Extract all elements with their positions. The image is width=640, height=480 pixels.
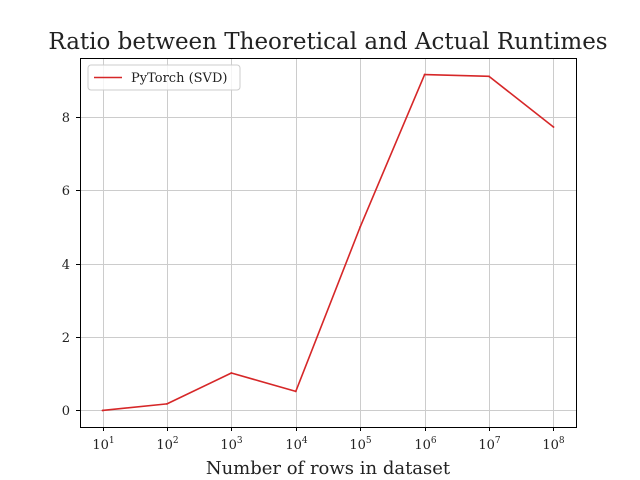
- data-point: [488, 75, 490, 78]
- x-tick-label: 101: [92, 436, 114, 453]
- x-axis-label: Number of rows in dataset: [206, 458, 451, 479]
- series-line-segment: [488, 75, 555, 128]
- data-point: [552, 126, 555, 128]
- legend: PyTorch (SVD): [87, 64, 241, 91]
- data-point: [359, 225, 362, 228]
- data-point: [294, 390, 297, 393]
- x-tick-label: 105: [349, 436, 372, 453]
- tick-layer: 101 102 103 104 105 106 107 108 0 2 4 6 8: [62, 111, 565, 453]
- series-line-segment: [294, 226, 362, 393]
- x-tick-label: 103: [220, 436, 243, 453]
- y-tick-label: 0: [62, 404, 70, 419]
- x-tick-label: 106: [414, 436, 437, 453]
- x-tick-label: 107: [478, 436, 501, 453]
- legend-label-pytorch-svd: PyTorch (SVD): [131, 71, 227, 86]
- legend-box: [87, 64, 241, 91]
- y-tick-label: 2: [62, 331, 70, 346]
- series-line-segment: [359, 73, 426, 228]
- plot-frame: [80, 58, 577, 428]
- x-tick-label: 104: [285, 436, 308, 453]
- data-point: [166, 402, 168, 405]
- series-line-segment: [423, 73, 490, 78]
- y-tick-label: 4: [62, 258, 70, 273]
- data-point: [101, 409, 104, 412]
- grid: [80, 58, 576, 427]
- data-point: [230, 372, 233, 374]
- x-tick-label: 108: [542, 436, 565, 453]
- chart-title: Ratio between Theoretical and Actual Run…: [48, 29, 607, 55]
- series-line-segment: [230, 372, 297, 393]
- series-line-segment: [101, 403, 168, 412]
- x-tick-label: 102: [156, 436, 178, 453]
- series-layer: [101, 73, 555, 412]
- data-point: [423, 73, 426, 76]
- series-line-segment: [166, 372, 233, 405]
- y-tick-label: 8: [62, 111, 70, 126]
- y-tick-label: 6: [62, 184, 70, 199]
